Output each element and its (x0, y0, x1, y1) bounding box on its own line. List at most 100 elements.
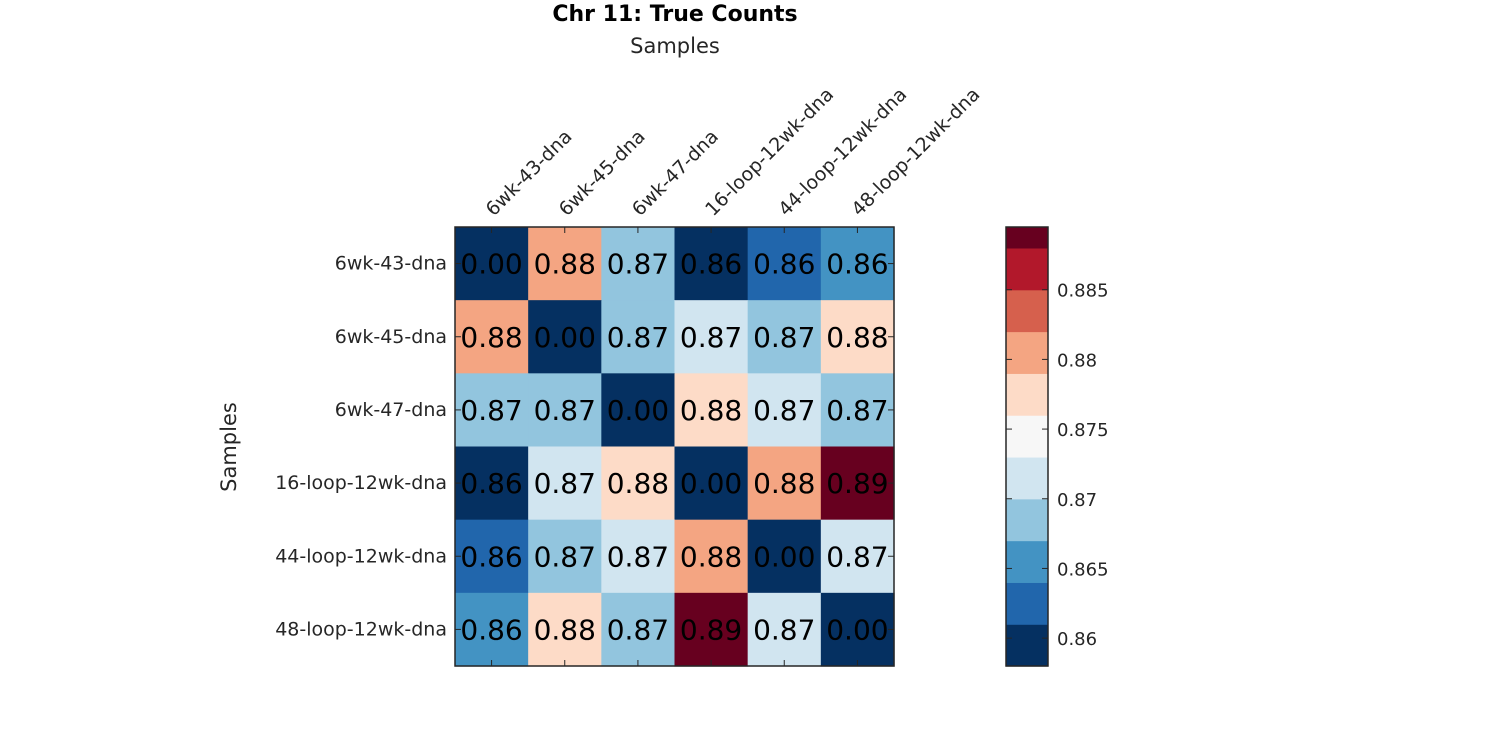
heatmap-cell (820, 446, 895, 521)
y-tick-label: 6wk-43-dna (335, 253, 447, 275)
y-tick-label: 16-loop-12wk-dna (275, 472, 447, 494)
colorbar: 0.86 0.865 0.87 0.875 0.88 0.885 (1005, 226, 1109, 667)
cell-value-label: 0.00 (460, 248, 522, 281)
cell-value-label: 0.86 (680, 248, 742, 281)
heatmap-cell (528, 592, 602, 667)
colorbar-tick-label: 0.87 (1057, 490, 1097, 511)
colorbar-segment (1006, 227, 1048, 249)
heatmap-cell (601, 592, 676, 667)
colorbar-segment (1006, 373, 1048, 416)
heatmap-cell (601, 373, 676, 448)
heatmap-cell (455, 300, 529, 374)
cell-value-label: 0.86 (826, 248, 888, 281)
heatmap-cell (820, 592, 895, 667)
colorbar-segment (1006, 289, 1048, 333)
cell-value-label: 0.00 (534, 321, 596, 354)
cell-value-label: 0.87 (607, 540, 669, 573)
cell-value-label: 0.88 (534, 248, 596, 281)
heatmap-cell (674, 592, 749, 667)
heatmap-cell (820, 300, 895, 374)
heatmap-cell (455, 592, 529, 667)
heatmap-cell (820, 519, 895, 594)
cell-value-label: 0.88 (534, 613, 596, 646)
cell-value-label: 0.87 (680, 321, 742, 354)
heatmap-cells (455, 227, 895, 667)
cell-value-label: 0.88 (680, 540, 742, 573)
heatmap-cell (455, 519, 529, 594)
colorbar-frame (1005, 226, 1049, 667)
colorbar-segment (1006, 456, 1048, 500)
plot-frame (454, 226, 895, 667)
heatmap-cell (820, 227, 895, 301)
x-tick-label: 16-loop-12wk-dna (701, 83, 838, 220)
heatmap-cell (455, 227, 529, 301)
cell-value-label: 0.87 (607, 613, 669, 646)
colorbar-segment (1006, 498, 1048, 542)
heatmap-cell (747, 446, 822, 521)
cell-value-label: 0.00 (826, 613, 888, 646)
heatmap-cell (747, 227, 822, 301)
y-tick-label: 48-loop-12wk-dna (275, 618, 447, 640)
colorbar-segment (1006, 331, 1048, 374)
heatmap-cell (455, 446, 529, 521)
cell-value-label: 0.87 (534, 540, 596, 573)
y-tick-label: 6wk-45-dna (335, 326, 447, 348)
cell-value-label: 0.88 (460, 321, 522, 354)
colorbar-segment (1006, 582, 1048, 625)
cell-value-label: 0.87 (753, 321, 815, 354)
cell-value-label: 0.87 (607, 321, 669, 354)
cell-value-label: 0.86 (753, 248, 815, 281)
cell-value-label: 0.87 (753, 394, 815, 427)
cell-value-labels: 0.00 0.88 0.87 0.86 0.86 0.86 0.88 0.00 0.87 0.87… (460, 248, 888, 647)
cell-value-label: 0.87 (826, 394, 888, 427)
cell-value-label: 0.88 (753, 467, 815, 500)
heatmap-cell (747, 519, 822, 594)
cell-value-label: 0.87 (607, 248, 669, 281)
cell-value-label: 0.86 (460, 467, 522, 500)
colorbar-tick-label: 0.88 (1057, 350, 1097, 371)
heatmap-cell (820, 373, 895, 448)
chart-title: Chr 11: True Counts (552, 2, 797, 27)
colorbar-segment (1006, 247, 1048, 291)
heatmap-cell (747, 373, 822, 448)
heatmap-cell (674, 373, 749, 448)
cell-value-label: 0.86 (460, 540, 522, 573)
y-tick-label: 6wk-47-dna (335, 399, 447, 421)
cell-value-label: 0.00 (680, 467, 742, 500)
heatmap-cell (601, 300, 676, 374)
heatmap-cell (528, 300, 602, 374)
x-tick-label: 48-loop-12wk-dna (847, 83, 984, 220)
cell-value-label: 0.00 (607, 394, 669, 427)
heatmap-cell (674, 227, 749, 301)
colorbar-tick-label: 0.885 (1057, 281, 1109, 302)
cell-value-label: 0.88 (607, 467, 669, 500)
y-tick-label: 44-loop-12wk-dna (275, 545, 447, 567)
cell-value-label: 0.00 (753, 540, 815, 573)
cell-value-label: 0.87 (753, 613, 815, 646)
heatmap-cell (601, 446, 676, 521)
heatmap-cell (674, 446, 749, 521)
heatmap-cell (747, 300, 822, 374)
cell-value-label: 0.89 (826, 467, 888, 500)
colorbar-tick-label: 0.865 (1057, 559, 1109, 580)
y-axis-label: Samples (217, 402, 241, 492)
cell-value-label: 0.87 (534, 467, 596, 500)
cell-value-label: 0.88 (826, 321, 888, 354)
heatmap-cell (455, 373, 529, 448)
cell-value-label: 0.87 (826, 540, 888, 573)
colorbar-segment (1006, 415, 1048, 458)
heatmap-cell (528, 446, 602, 521)
heatmap-cell (601, 227, 676, 301)
cell-value-label: 0.86 (460, 613, 522, 646)
cell-value-label: 0.89 (680, 613, 742, 646)
heatmap-cell (528, 227, 602, 301)
heatmap-cell (528, 519, 602, 594)
heatmap-cell (601, 519, 676, 594)
cell-value-label: 0.87 (534, 394, 596, 427)
y-tick-labels: 6wk-43-dna 6wk-45-dna 6wk-47-dna 16-loop-12… (275, 253, 894, 640)
colorbar-segment (1006, 540, 1048, 583)
heatmap-cell (747, 592, 822, 667)
heatmap-cell (674, 519, 749, 594)
cell-value-label: 0.88 (680, 394, 742, 427)
